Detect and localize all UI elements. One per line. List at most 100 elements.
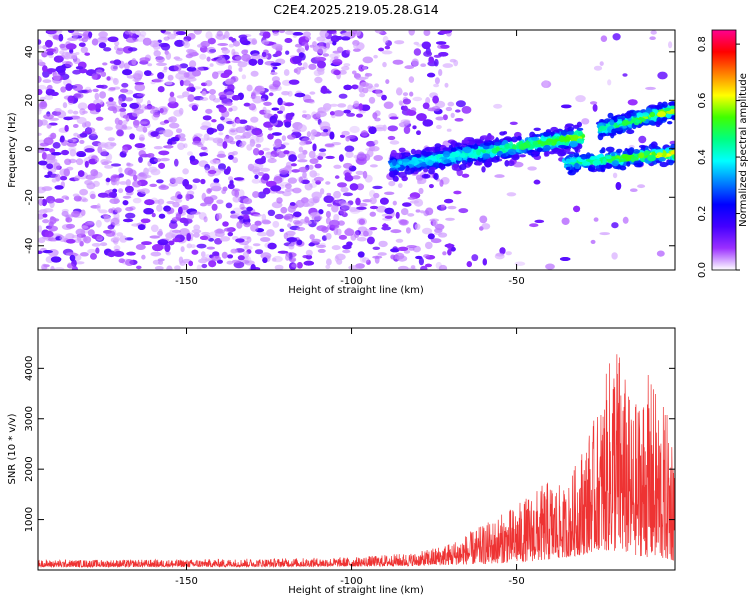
heatmap-cell xyxy=(296,227,306,231)
heatmap-cell xyxy=(421,41,431,50)
heatmap-cell xyxy=(53,35,59,40)
heatmap-cell xyxy=(412,96,423,102)
heatmap-cell xyxy=(223,168,231,175)
heatmap-cell xyxy=(138,134,145,142)
heatmap-cell xyxy=(216,212,223,220)
heatmap-cell xyxy=(110,142,117,147)
heatmap-cell xyxy=(311,238,321,244)
heatmap-cell xyxy=(548,151,556,155)
heatmap-cell xyxy=(429,166,437,171)
heatmap-cell xyxy=(626,161,631,167)
heatmap-cell xyxy=(218,132,224,136)
heatmap-cell xyxy=(325,210,331,218)
heatmap-cell xyxy=(290,163,297,167)
heatmap-cell xyxy=(536,147,543,152)
heatmap-cell xyxy=(83,236,92,244)
heatmap-cell xyxy=(133,120,140,128)
heatmap-cell xyxy=(339,207,346,215)
heatmap-cell xyxy=(297,47,305,55)
spectrogram-y-tick-label: 0 xyxy=(24,146,35,152)
heatmap-cell xyxy=(313,69,322,77)
heatmap-cell xyxy=(158,228,163,237)
heatmap-cell xyxy=(294,92,306,98)
heatmap-cell xyxy=(125,206,134,212)
heatmap-cell xyxy=(315,56,327,62)
heatmap-cell xyxy=(661,101,668,108)
heatmap-cell xyxy=(84,160,89,168)
heatmap-cell xyxy=(211,255,221,262)
heatmap-cell xyxy=(244,125,252,131)
heatmap-cell xyxy=(134,83,146,92)
heatmap-cell xyxy=(64,55,71,60)
heatmap-cell xyxy=(630,188,638,192)
heatmap-cell xyxy=(285,183,292,189)
heatmap-cell xyxy=(573,205,581,213)
heatmap-cell xyxy=(73,132,79,137)
heatmap-cell xyxy=(174,265,181,270)
heatmap-cell xyxy=(360,66,369,70)
heatmap-cell xyxy=(281,135,287,142)
heatmap-cell xyxy=(436,124,442,130)
heatmap-cell xyxy=(177,194,183,200)
heatmap-cell xyxy=(79,240,84,247)
heatmap-cell xyxy=(311,197,318,205)
heatmap-cell xyxy=(128,59,138,66)
heatmap-cell xyxy=(156,179,164,184)
heatmap-cell xyxy=(95,116,104,121)
heatmap-cell xyxy=(216,30,223,37)
heatmap-cell xyxy=(80,46,89,54)
heatmap-cell xyxy=(398,265,409,270)
heatmap-cell xyxy=(79,133,88,138)
heatmap-cell xyxy=(418,187,424,195)
heatmap-cell xyxy=(105,177,111,183)
heatmap-cell xyxy=(353,48,361,52)
heatmap-cell xyxy=(285,30,294,35)
heatmap-cell xyxy=(619,158,627,162)
heatmap-cell xyxy=(545,263,555,270)
heatmap-cell xyxy=(479,226,484,231)
heatmap-cell xyxy=(331,142,342,146)
heatmap-cell xyxy=(106,76,111,81)
heatmap-cell xyxy=(270,153,276,160)
heatmap-cell xyxy=(228,43,234,48)
heatmap-cell xyxy=(167,74,174,81)
heatmap-cell xyxy=(668,159,674,166)
heatmap-cell xyxy=(415,255,423,260)
heatmap-cell xyxy=(317,69,325,75)
heatmap-cell xyxy=(124,259,134,266)
heatmap-cell xyxy=(445,217,455,221)
heatmap-cell xyxy=(280,182,291,187)
heatmap-cell xyxy=(242,198,253,205)
heatmap-cell xyxy=(326,42,330,49)
heatmap-cell xyxy=(284,38,293,43)
heatmap-cell xyxy=(402,202,412,207)
heatmap-cell xyxy=(333,227,339,236)
heatmap-cell xyxy=(73,208,82,214)
heatmap-cell xyxy=(127,169,137,177)
heatmap-cell xyxy=(99,91,106,99)
heatmap-cell xyxy=(110,174,120,182)
heatmap-cell xyxy=(664,107,672,112)
heatmap-cell xyxy=(308,164,314,170)
heatmap-cell xyxy=(231,189,238,197)
heatmap-cell xyxy=(519,154,526,158)
heatmap-cell xyxy=(355,170,364,175)
heatmap-cell xyxy=(446,128,452,132)
heatmap-cell xyxy=(389,116,399,120)
heatmap-cell xyxy=(304,216,310,223)
heatmap-cell xyxy=(187,94,195,102)
heatmap-cell xyxy=(289,202,296,207)
heatmap-cell xyxy=(394,176,399,182)
heatmap-cell xyxy=(273,176,283,184)
heatmap-cell xyxy=(271,132,282,136)
heatmap-cell xyxy=(84,179,93,186)
heatmap-cell xyxy=(442,63,454,68)
heatmap-cell xyxy=(189,60,197,68)
heatmap-cell xyxy=(123,218,134,223)
heatmap-cell xyxy=(104,126,114,131)
heatmap-cell xyxy=(144,70,152,76)
snr-x-axis-label: Height of straight line (km) xyxy=(288,585,424,596)
heatmap-cell xyxy=(425,207,434,216)
heatmap-cell xyxy=(435,116,445,121)
heatmap-cell xyxy=(153,50,161,57)
